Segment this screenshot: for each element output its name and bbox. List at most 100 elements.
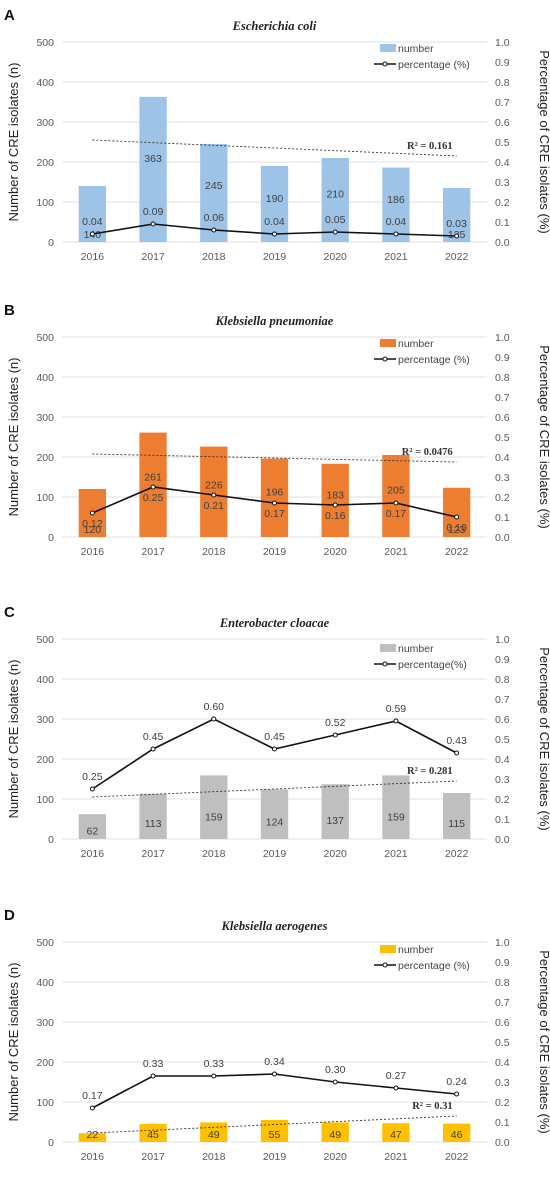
percentage-value-label: 0.33: [204, 1058, 225, 1070]
y-tick-label: 100: [36, 794, 54, 806]
percentage-value-label: 0.34: [264, 1056, 285, 1068]
bar-value-label: 183: [326, 490, 344, 502]
percentage-value-label: 0.04: [264, 216, 285, 228]
bar-value-label: 49: [329, 1129, 341, 1141]
x-tick-label: 2021: [384, 848, 408, 860]
y2-tick-label: 0.8: [495, 77, 510, 89]
y2-tick-label: 0.2: [495, 197, 510, 209]
x-tick-label: 2016: [81, 546, 105, 558]
x-tick-label: 2020: [324, 1151, 348, 1163]
bar: [260, 789, 289, 839]
bar-value-label: 62: [87, 825, 99, 837]
y-tick-label: 500: [36, 332, 54, 344]
y2-tick-label: 0.4: [495, 754, 510, 766]
percentage-point: [454, 1091, 460, 1097]
legend-label-number: number: [398, 944, 434, 956]
legend-marker: [382, 962, 388, 968]
x-tick-label: 2020: [324, 546, 348, 558]
x-tick-label: 2017: [141, 251, 165, 263]
x-tick-label: 2017: [141, 848, 165, 860]
percentage-value-label: 0.04: [386, 216, 407, 228]
y-tick-label: 500: [36, 634, 54, 646]
x-tick-label: 2018: [202, 546, 226, 558]
chart-panel-d: D Klebsiella aerogenes 0 100 200 300 400 500 0.0…: [4, 907, 550, 1163]
y2-tick-label: 0.1: [495, 217, 510, 229]
legend-label-percentage: percentage (%): [398, 354, 470, 366]
y-tick-label: 0: [48, 237, 54, 249]
percentage-point: [150, 484, 156, 490]
chart-panel-a: A Escherichia coli 0 100 200 300 400 500 0.0 0.1 0…: [4, 7, 550, 263]
y-tick-label: 300: [36, 714, 54, 726]
y-tick-label: 200: [36, 754, 54, 766]
percentage-point: [211, 716, 217, 722]
y-tick-label: 400: [36, 77, 54, 89]
percentage-point: [454, 514, 460, 520]
y2-tick-label: 0.4: [495, 452, 510, 464]
y2-tick-label: 0.9: [495, 957, 510, 969]
percentage-value-label: 0.06: [204, 212, 225, 224]
legend-marker: [382, 661, 388, 667]
bar-value-label: 49: [208, 1129, 220, 1141]
y2-tick-label: 0.6: [495, 412, 510, 424]
percentage-value-label: 0.24: [446, 1076, 467, 1088]
y2-tick-label: 0.8: [495, 977, 510, 989]
percentage-point: [393, 500, 399, 506]
bar-value-label: 120: [84, 524, 102, 536]
bar-value-label: 210: [326, 188, 344, 200]
x-tick-label: 2020: [324, 848, 348, 860]
y2-axis-label: Percentage of CRE isolates (%): [537, 345, 550, 529]
x-tick-label: 2022: [445, 546, 469, 558]
legend-label-percentage: percentage (%): [398, 960, 470, 972]
bar-value-label: 115: [448, 818, 465, 830]
bar: [260, 166, 289, 242]
percentage-point: [272, 231, 277, 237]
bar: [382, 455, 410, 537]
bar: [200, 775, 228, 839]
percentage-value-label: 0.25: [143, 492, 164, 504]
percentage-value-label: 0.30: [325, 1064, 346, 1076]
legend-marker: [382, 356, 388, 362]
y2-tick-label: 0.7: [495, 694, 510, 706]
x-tick-label: 2020: [324, 251, 348, 263]
chart-title: Escherichia coli: [232, 19, 317, 33]
bar-value-label: 186: [387, 194, 405, 206]
y2-tick-label: 0.2: [495, 794, 510, 806]
y-tick-label: 200: [36, 1057, 54, 1069]
legend-label-number: number: [398, 338, 434, 350]
bar-value-label: 363: [144, 153, 162, 165]
legend-label-number: number: [398, 43, 434, 55]
percentage-value-label: 0.16: [325, 510, 346, 522]
bar: [321, 158, 349, 242]
y2-tick-label: 0.4: [495, 157, 510, 169]
x-tick-label: 2016: [81, 1151, 105, 1163]
y2-tick-label: 0.7: [495, 392, 510, 404]
y2-tick-label: 0.1: [495, 814, 510, 826]
y2-tick-label: 0.3: [495, 177, 510, 189]
legend-label-percentage: percentage(%): [398, 659, 467, 671]
x-tick-label: 2017: [141, 1151, 165, 1163]
chart-title: Enterobacter cloacae: [219, 616, 330, 630]
percentage-value-label: 0.05: [325, 214, 346, 226]
x-tick-label: 2021: [384, 1151, 408, 1163]
y2-tick-label: 0.3: [495, 472, 510, 484]
legend-swatch-bar: [380, 945, 396, 953]
y-tick-label: 300: [36, 412, 54, 424]
bar: [442, 188, 471, 242]
percentage-point: [89, 510, 95, 516]
y-tick-label: 0: [48, 532, 54, 544]
r-squared-label: R² = 0.31: [412, 1101, 452, 1112]
percentage-point: [211, 1073, 217, 1079]
percentage-value-label: 0.17: [386, 508, 407, 520]
percentage-point: [272, 500, 277, 506]
percentage-point: [89, 786, 95, 792]
x-tick-label: 2019: [263, 848, 287, 860]
chart-title: Klebsiella pneumoniae: [215, 314, 334, 328]
y2-tick-label: 0.6: [495, 714, 510, 726]
y-tick-label: 100: [36, 492, 54, 504]
y-tick-label: 0: [48, 1137, 54, 1149]
y2-tick-label: 1.0: [495, 332, 510, 344]
y2-tick-label: 0.5: [495, 734, 510, 746]
y-tick-label: 400: [36, 977, 54, 989]
percentage-point: [332, 229, 338, 235]
